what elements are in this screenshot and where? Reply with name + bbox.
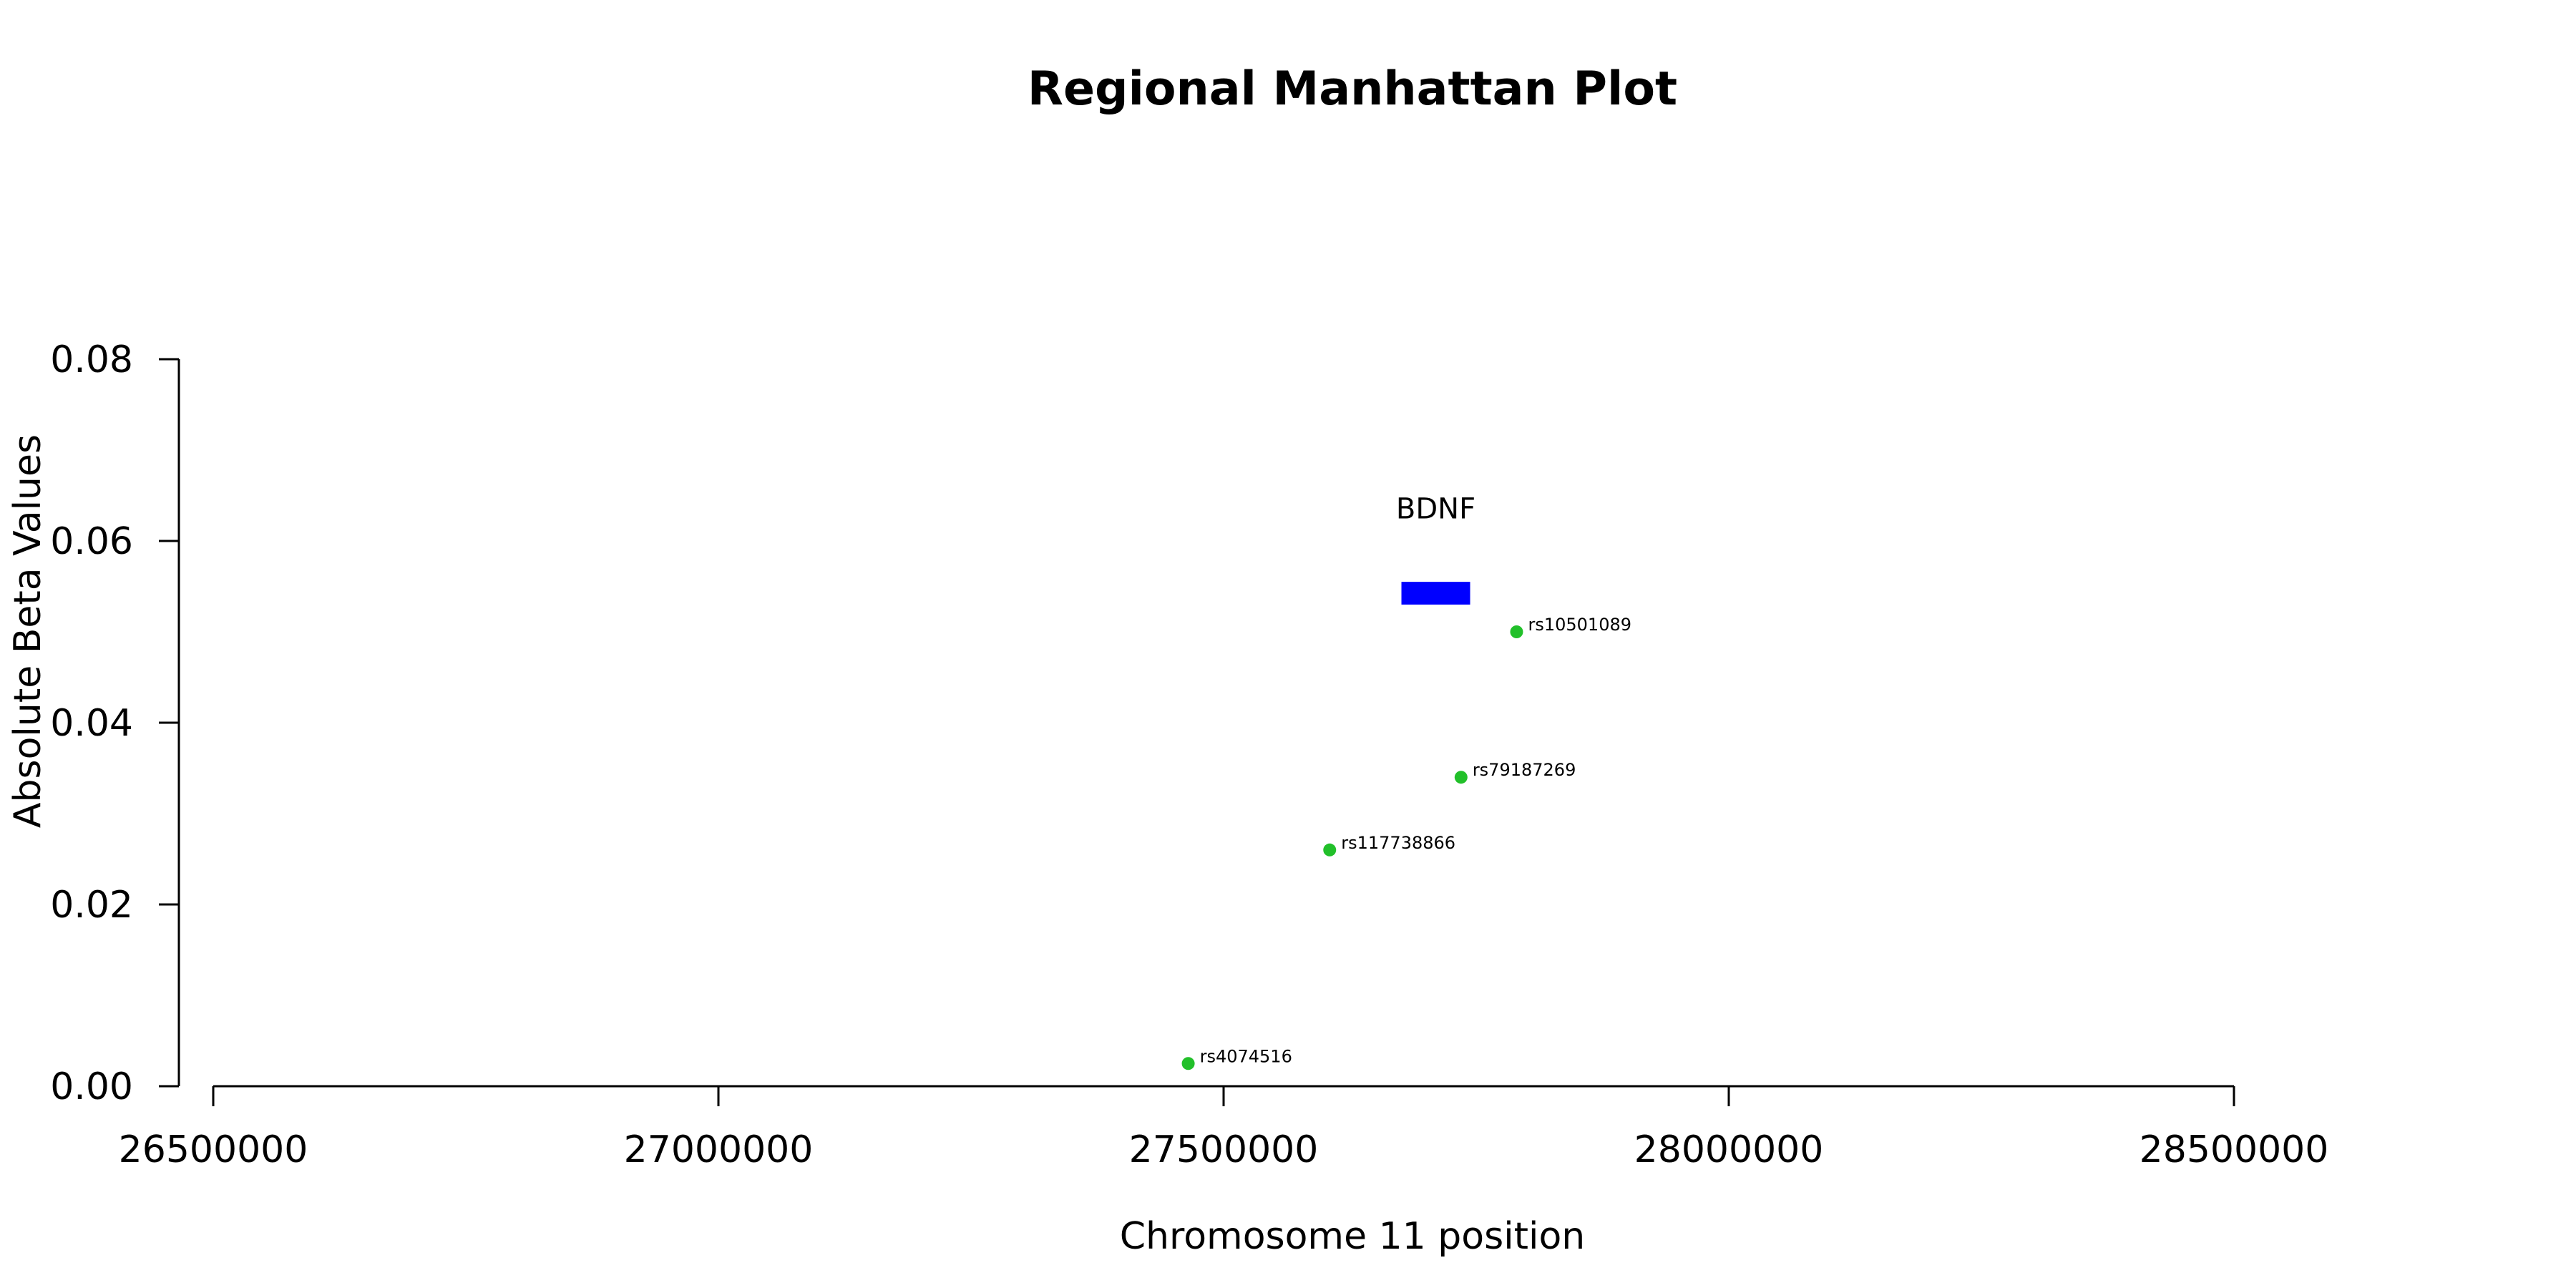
snp-point — [1323, 843, 1337, 857]
y-axis: 0.00 0.02 0.04 0.06 0.08 — [50, 338, 180, 1108]
snp-points: rs4074516 rs117738866 rs79187269 rs10501089 — [1181, 615, 1631, 1070]
snp-label: rs117738866 — [1341, 833, 1455, 853]
snp-point — [1181, 1057, 1195, 1070]
snp-label: rs10501089 — [1528, 615, 1631, 635]
x-tick-label: 28500000 — [2140, 1128, 2329, 1171]
x-tick-label: 27500000 — [1129, 1128, 1319, 1171]
gene-track: BDNF — [1396, 492, 1475, 605]
chart-title: Regional Manhattan Plot — [1028, 62, 1677, 116]
snp-label: rs79187269 — [1473, 760, 1576, 780]
snp-point — [1510, 625, 1523, 638]
x-tick-label: 27000000 — [624, 1128, 814, 1171]
y-axis-label: Absolute Beta Values — [6, 434, 49, 828]
y-tick-label: 0.02 — [50, 884, 133, 927]
snp-label: rs4074516 — [1200, 1046, 1292, 1066]
snp-point — [1454, 771, 1468, 784]
y-tick-label: 0.04 — [50, 702, 133, 745]
y-tick-label: 0.00 — [50, 1065, 133, 1108]
x-axis: 26500000 27000000 27500000 28000000 28500000 — [119, 1085, 2329, 1171]
y-tick-label: 0.06 — [50, 520, 133, 563]
x-axis-label: Chromosome 11 position — [1120, 1215, 1586, 1258]
y-tick-label: 0.08 — [50, 338, 133, 381]
gene-label: BDNF — [1396, 492, 1475, 525]
x-tick-label: 28000000 — [1634, 1128, 1824, 1171]
x-tick-label: 26500000 — [119, 1128, 308, 1171]
gene-bar-bdnf — [1401, 582, 1470, 605]
